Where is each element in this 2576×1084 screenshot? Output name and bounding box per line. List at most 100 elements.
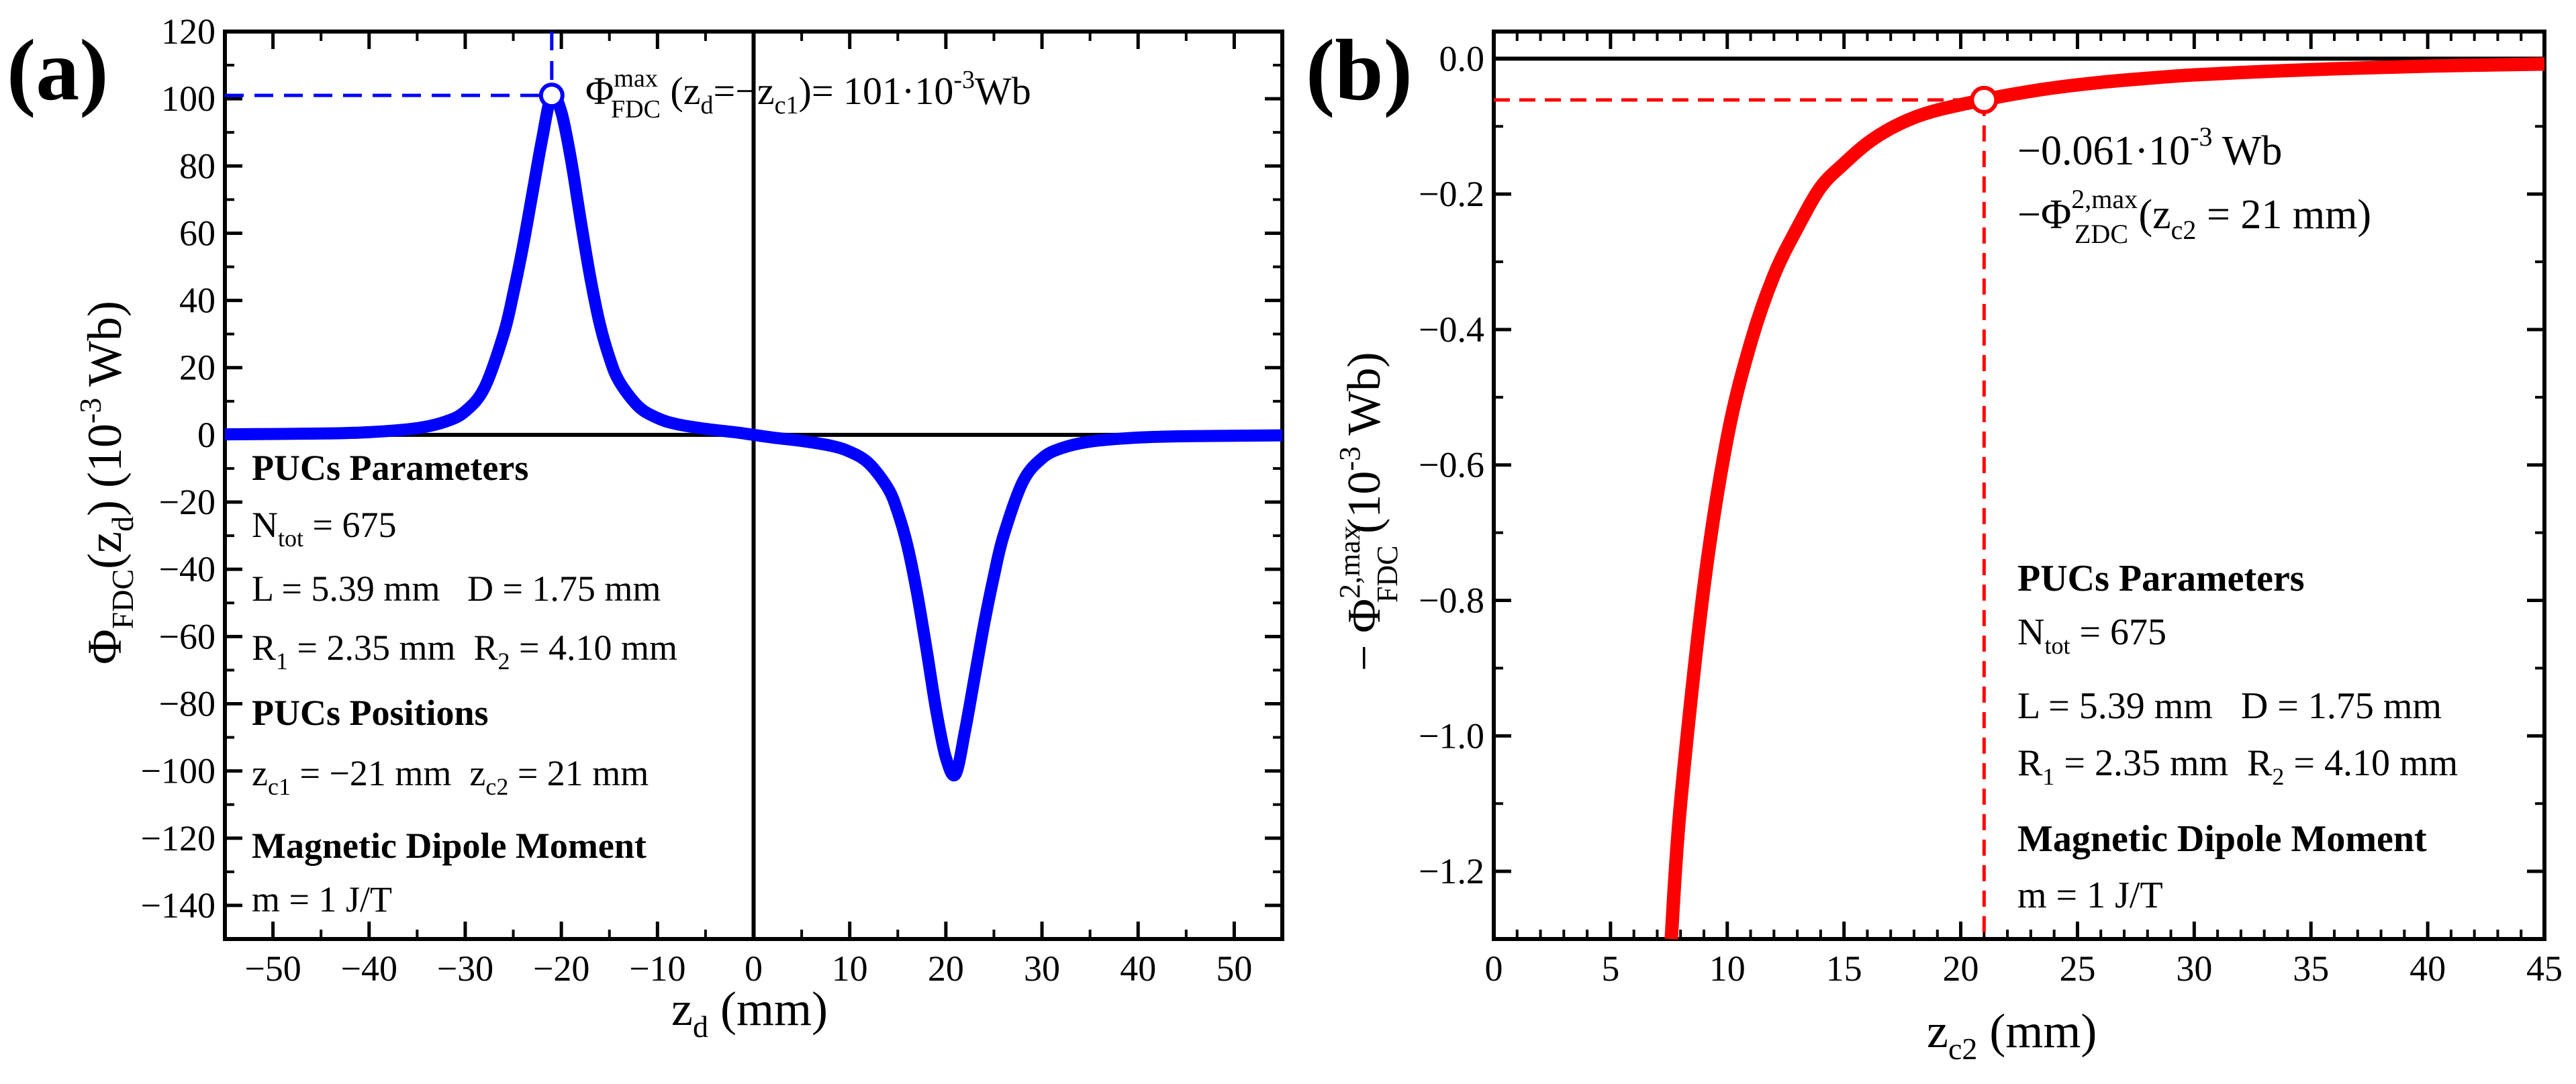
xlabel-unit: (mm) [708, 982, 828, 1036]
y-tick-label: −1.2 [1419, 851, 1484, 891]
y-tick-label: −120 [141, 818, 216, 858]
r1-val: = 2.35 mm [288, 628, 473, 668]
moment-title: Magnetic Dipole Moment [252, 826, 647, 866]
annotation-text-sub: d [700, 91, 713, 119]
ann1-pre: −0.061·10 [2017, 128, 2190, 174]
y-tick-label: −140 [141, 885, 216, 926]
panel-b-frame [1492, 30, 2546, 941]
y-tick-label: 100 [161, 79, 216, 119]
r2-sub: 2 [498, 648, 510, 675]
moment-val-b: m = 1 J/T [2017, 875, 2163, 916]
y-tick-label: −20 [159, 482, 216, 522]
r2-sym: R [474, 628, 498, 668]
r1-sym: R [252, 628, 276, 668]
annotation-text3: )= 101·10 [799, 69, 954, 113]
r1-sub: 1 [276, 648, 288, 675]
x-tick-label: 0 [745, 948, 763, 989]
y-tick-label: 0.0 [1439, 38, 1485, 79]
ann2-sup: 2,max [2071, 184, 2138, 214]
y-tick-label: −0.4 [1419, 309, 1484, 350]
panel-b-xlabel: zc2 (mm) [1927, 1004, 2097, 1066]
ylabel-sym: Φ [78, 629, 132, 664]
y-tick-label: 0 [197, 415, 216, 455]
ld-line-b: L = 5.39 mm D = 1.75 mm [2017, 685, 2442, 727]
y-tick-label: 120 [161, 11, 216, 52]
panel-b-legend: PUCs Parameters Ntot = 675 L = 5.39 mm D… [2017, 558, 2458, 916]
ylabel-exp: -3 [73, 398, 107, 424]
x-tick-label: 5 [1601, 948, 1619, 989]
panel-a-max-marker [538, 83, 565, 109]
y-tick-label: −0.6 [1419, 445, 1484, 485]
r-line-b: R1 = 2.35 mm R2 = 4.10 mm [2017, 742, 2458, 790]
panel-a-tick-labels: −50 −40 −30 −20 −10 0 10 20 30 40 5012010080604020… [141, 11, 1253, 989]
b-xlabel-sym: z [1927, 1004, 1948, 1058]
zc2-sym: z [469, 753, 485, 793]
ann2-text: (z [2128, 192, 2171, 238]
x-tick-label: 40 [1120, 948, 1156, 989]
xlabel-sym: z [671, 982, 693, 1036]
ntot-sym: N [252, 505, 278, 545]
y-tick-label: 20 [179, 348, 216, 388]
panel-a-ylabel: ΦFDC(zd) (10-3 Wb) [73, 301, 140, 664]
moment-val: m = 1 J/T [252, 879, 392, 920]
b-ylabel-exp: -3 [1333, 446, 1366, 471]
panel-a-annotation: Φmax FDC (zd=−zc1)= 101·10-3Wb [585, 64, 1031, 124]
x-tick-label: 50 [1216, 948, 1252, 989]
x-tick-label: 15 [1826, 948, 1862, 989]
b-ylabel-tail: (10 [1339, 471, 1390, 546]
x-tick-label: 10 [1709, 948, 1746, 989]
zc1-sym: z [252, 753, 268, 793]
r2-sym-b: R [2247, 742, 2273, 784]
panel-a: (a) −50 −40 −30 −20 −10 0 10 20 30 40 501201008060… [7, 11, 1284, 1044]
panel-b: (b) 0 5 10 15 20 25 30 35 40 45 0.0 −0.2 −0.4 −0.6 −0.… [1306, 22, 2563, 1066]
x-tick-label: 30 [2176, 948, 2212, 989]
x-tick-label: 0 [1485, 948, 1503, 989]
annotation-text2: =−z [713, 69, 774, 113]
r-line: R1 = 2.35 mm R2 = 4.10 mm [252, 628, 677, 675]
params-title-b: PUCs Parameters [2017, 558, 2305, 599]
x-tick-label: 20 [928, 948, 964, 989]
x-tick-label: 30 [1024, 948, 1060, 989]
annotation-sub: FDC [611, 95, 661, 124]
x-tick-label: −20 [533, 948, 589, 989]
panel-b-ylabel: − Φ2,max FDC (10-3 Wb) [1333, 352, 1404, 671]
y-tick-label: −80 [159, 683, 216, 724]
ylabel-tail: ) (10 [78, 424, 132, 516]
y-tick-label: −1.0 [1419, 716, 1484, 756]
y-tick-label: −100 [141, 751, 216, 791]
b-xlabel-unit: (mm) [1977, 1004, 2097, 1058]
b-ylabel-sup: 2,max [1333, 526, 1366, 599]
zc2-val: = 21 mm [508, 753, 649, 793]
ntot-val-b: = 675 [2070, 611, 2166, 653]
params-title: PUCs Parameters [252, 448, 528, 488]
x-tick-label: 10 [832, 948, 868, 989]
panel-a-series-line [224, 88, 1283, 782]
ylabel-sub: FDC [105, 569, 140, 629]
b-ylabel-sub: FDC [1371, 545, 1404, 603]
annotation-line1: −0.061·10-3 Wb [2017, 121, 2282, 174]
panel-b-label: (b) [1306, 22, 1413, 119]
panel-a-xlabel: zd (mm) [671, 982, 828, 1044]
ylabel-unit: Wb) [78, 301, 132, 398]
r2-val-b: = 4.10 mm [2284, 742, 2458, 784]
panel-b-annotation: −0.061·10-3 Wb −Φ2,max ZDC (zc2 = 21 mm) [2017, 121, 2371, 249]
annotation-sup: max [614, 64, 657, 93]
x-tick-label: 40 [2410, 948, 2446, 989]
ld-line: L = 5.39 mm D = 1.75 mm [252, 569, 661, 609]
annotation-text3-sup: -3 [953, 66, 975, 94]
x-tick-label: 25 [2059, 948, 2095, 989]
ann2-tail: = 21 mm) [2196, 192, 2371, 238]
y-tick-label: −40 [159, 549, 216, 589]
panel-b-tick-labels: 0 5 10 15 20 25 30 35 40 45 0.0 −0.2 −0.4 −0.6 −0.8 −1.… [1419, 38, 2563, 989]
ntot-line-b: Ntot = 675 [2017, 611, 2166, 659]
panel-a-label: (a) [7, 22, 109, 119]
r2-val: = 4.10 mm [510, 628, 677, 668]
annotation-text3-tail: Wb [975, 69, 1031, 113]
x-tick-label: −10 [629, 948, 685, 989]
xlabel-sub: d [693, 1009, 708, 1044]
panel-b-series-line [1664, 57, 2545, 940]
b-xlabel-sub: c2 [1948, 1032, 1977, 1066]
ntot-sub-b: tot [2044, 632, 2070, 659]
zc-line: zc1 = −21 mm zc2 = 21 mm [252, 753, 649, 800]
y-tick-label: −60 [159, 616, 216, 656]
